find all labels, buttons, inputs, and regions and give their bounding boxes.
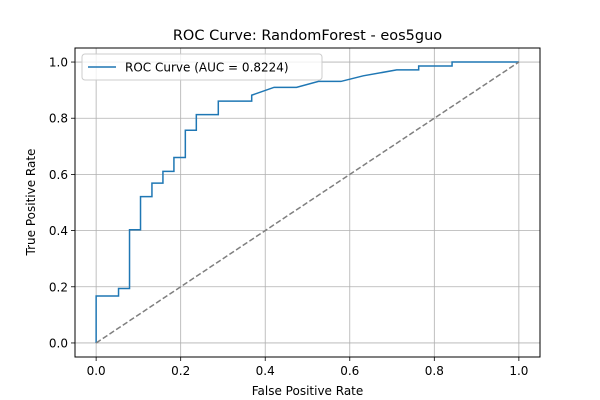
x-tick-label: 0.4 [256,364,275,378]
y-tick-label: 0.8 [49,112,68,126]
y-tick-label: 0.0 [49,336,68,350]
ticks: 0.0 0.2 0.4 0.6 0.8 1.0 0.0 0.2 0.4 0.6 0.8 1.0 [49,56,529,378]
x-tick-label: 0.2 [171,364,190,378]
y-tick-label: 1.0 [49,56,68,70]
legend-box [81,53,323,81]
x-axis-label: False Positive Rate [252,384,364,398]
x-tick-label: 1.0 [509,364,528,378]
legend-label: ROC Curve (AUC = 0.8224) [125,61,289,75]
x-tick-label: 0.6 [340,364,359,378]
y-tick-label: 0.4 [49,224,68,238]
x-tick-label: 0.8 [425,364,444,378]
y-axis-label: True Positive Rate [24,149,38,257]
x-tick-label: 0.0 [87,364,106,378]
series-layer [95,61,520,344]
roc-curve-line [95,61,519,343]
plot-frame [74,47,541,358]
y-tick-label: 0.2 [49,280,68,294]
chart-title: ROC Curve: RandomForest - eos5guo [173,28,442,44]
grid [75,48,540,357]
diagonal-reference-line [95,61,520,344]
y-tick-label: 0.6 [49,168,68,182]
legend: ROC Curve (AUC = 0.8224) [81,53,323,81]
